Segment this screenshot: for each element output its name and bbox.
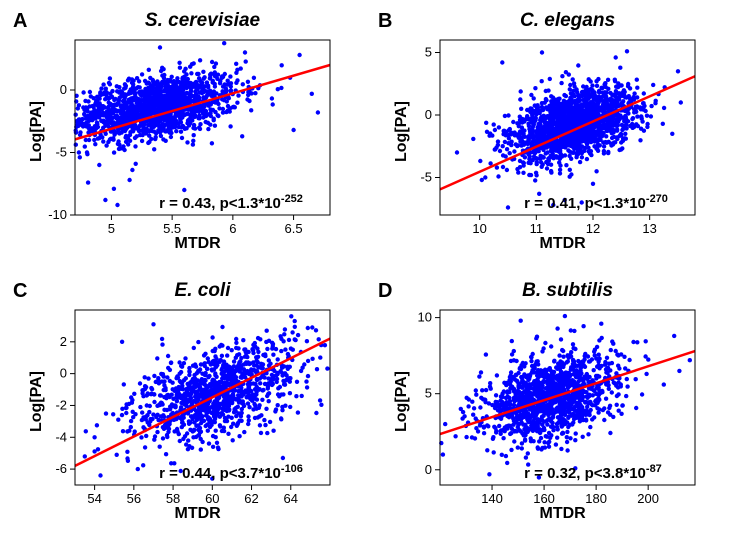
scatter-plot: 1401601802000510: [0, 0, 741, 536]
stat-annotation: r = 0.32, p<3.8*10-87: [524, 463, 662, 482]
figure-root: S. cerevisiaeALog[PA]MTDR55.566.5-10-50r…: [0, 0, 741, 536]
